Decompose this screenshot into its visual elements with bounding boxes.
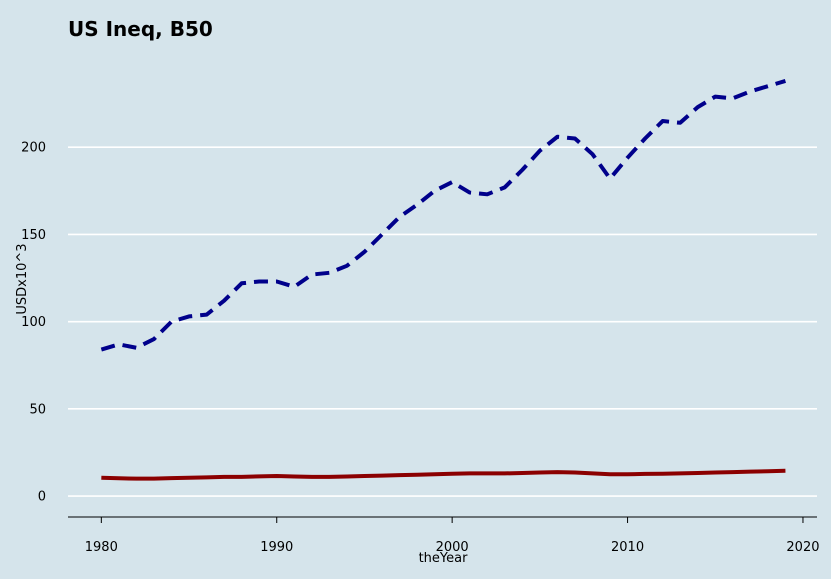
- axes: 0 50 100 150 200 1980 1990 2000 2010 2020: [21, 141, 819, 555]
- x-tick-label-1980: 1980: [85, 540, 118, 555]
- x-tick-label-2010: 2010: [611, 540, 644, 555]
- y-tick-label-100: 100: [21, 315, 46, 330]
- x-tick-label-2000: 2000: [436, 540, 469, 555]
- x-tick-label-2020: 2020: [786, 540, 819, 555]
- x-tick-label-1990: 1990: [260, 540, 293, 555]
- y-tick-label-150: 150: [21, 228, 46, 243]
- series-line-2: [101, 468, 786, 481]
- series-line-1: [100, 79, 787, 352]
- y-tick-label-200: 200: [21, 141, 46, 156]
- y-axis-label: USDx10^3: [15, 243, 30, 314]
- y-tick-label-0: 0: [38, 490, 46, 505]
- x-axis-label: theYear: [419, 551, 469, 566]
- series-layer: [100, 79, 787, 481]
- chart-title: US Ineq, B50: [68, 17, 213, 41]
- y-tick-label-50: 50: [29, 402, 46, 417]
- gridlines: [68, 146, 817, 497]
